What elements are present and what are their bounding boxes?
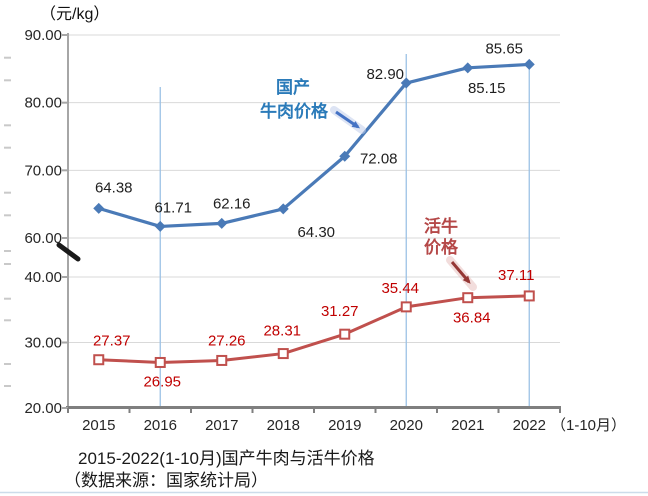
y-axis-labels: 90.00 80.00 70.00 60.00 40.00 30.00 20.00: [24, 27, 62, 417]
data-label: 35.44: [381, 280, 419, 297]
data-label: 64.30: [297, 224, 335, 241]
x-tick-label: 2019: [328, 417, 361, 434]
data-label: 72.08: [360, 150, 398, 167]
data-point-marker: [216, 354, 228, 366]
data-point-marker: [462, 292, 474, 304]
data-label: 82.90: [366, 66, 404, 83]
y-axis-unit-label: （元/kg）: [40, 5, 109, 23]
data-point-marker: [400, 77, 412, 89]
y-tick-label: 80.00: [24, 95, 62, 112]
data-point-marker: [216, 217, 228, 229]
data-point-marker: [523, 290, 535, 302]
data-label: 26.95: [143, 373, 181, 390]
vertical-guide-lines: [159, 54, 530, 408]
data-point-marker: [277, 203, 289, 215]
data-label: 61.71: [154, 199, 192, 216]
y-tick-label: 30.00: [24, 335, 62, 352]
data-point-marker: [93, 202, 105, 214]
chart-caption-title: 2015-2022(1-10月)国产牛肉与活牛价格: [78, 449, 375, 468]
data-point-marker: [523, 58, 535, 70]
x-tick-label: 2020: [390, 417, 423, 434]
chart-caption-source: （数据来源：国家统计局）: [64, 471, 268, 490]
y-tick-label: 90.00: [24, 27, 62, 44]
y-tick-label: 20.00: [24, 400, 62, 417]
cattle-series-label-line2: 价格: [424, 237, 459, 257]
x-tick-label: 2018: [267, 417, 300, 434]
data-point-marker: [154, 220, 166, 232]
data-point-marker: [93, 354, 105, 366]
data-point-marker: [154, 356, 166, 368]
data-label: 37.11: [498, 267, 534, 284]
beef-label-arrow-icon: [335, 110, 361, 129]
data-label: 85.65: [485, 40, 523, 57]
y-tick-label: 40.00: [24, 269, 62, 286]
x-tick-label: 2017: [205, 417, 238, 434]
cattle-label-arrow-icon: [450, 261, 471, 284]
data-label: 27.37: [93, 333, 131, 350]
series-lines: [93, 58, 535, 368]
data-label: 64.38: [95, 179, 133, 196]
axis-break-mark-icon: [56, 242, 81, 262]
cattle-price-line: [98, 294, 530, 364]
beef-price-line: [98, 62, 530, 229]
beef-series-label-line2: 牛肉价格: [260, 101, 329, 121]
data-labels: 64.38 61.71 62.16 64.30 72.08 82.90 85.15 85.65…: [93, 40, 534, 390]
data-point-marker: [400, 301, 412, 313]
data-point-marker: [277, 348, 289, 360]
x-axis-suffix-label: （1-10月）: [551, 417, 626, 434]
left-edge-minor-ticks: [4, 56, 11, 387]
beef-series-label-line1: 国产: [276, 77, 310, 97]
data-point-marker: [339, 328, 351, 340]
data-label: 62.16: [213, 195, 251, 212]
data-label: 31.27: [321, 303, 359, 320]
x-tick-label: 2021: [451, 417, 484, 434]
cattle-series-label-line1: 活牛: [424, 216, 458, 236]
x-axis-ticks: [67, 408, 561, 413]
x-tick-label: 2015: [82, 417, 115, 434]
y-axis-ticks: [62, 34, 68, 409]
x-tick-label: 2022: [513, 417, 546, 434]
data-label: 85.15: [468, 80, 506, 97]
x-tick-label: 2016: [144, 417, 177, 434]
x-axis-labels: 2015 2016 2017 2018 2019 2020 2021 2022: [82, 417, 546, 434]
y-tick-label: 70.00: [24, 162, 62, 179]
data-point-marker: [339, 150, 351, 162]
data-label: 27.26: [208, 332, 246, 349]
data-point-marker: [462, 62, 474, 74]
data-label: 28.31: [263, 323, 301, 340]
data-label: 36.84: [453, 310, 491, 327]
y-tick-label: 60.00: [24, 230, 62, 247]
